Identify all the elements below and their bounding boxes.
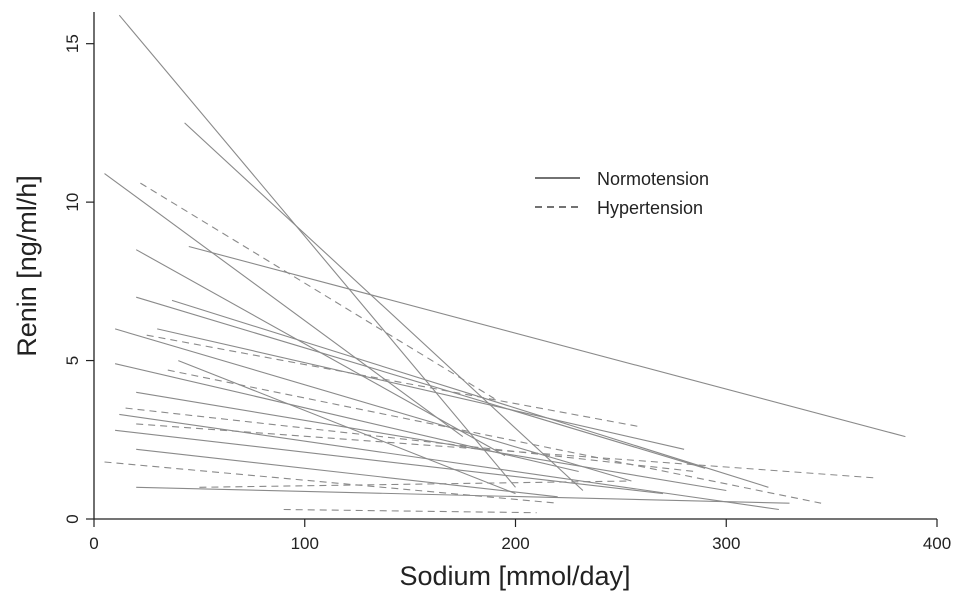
- normotension-line-13: [119, 413, 779, 511]
- legend-label-hypertension: Hypertension: [597, 198, 703, 218]
- normotension-line-15: [136, 448, 558, 498]
- series-lines: [104, 14, 906, 514]
- legend-label-normotension: Normotension: [597, 169, 709, 189]
- y-tick-label: 5: [63, 356, 82, 365]
- hypertension-line-7: [199, 480, 632, 488]
- x-ticks: 0 100 200 300 400: [89, 519, 951, 553]
- x-tick-label: 200: [501, 534, 529, 553]
- normotension-line-6: [136, 296, 706, 469]
- x-tick-label: 100: [291, 534, 319, 553]
- x-tick-label: 400: [923, 534, 951, 553]
- y-tick-label: 0: [63, 514, 82, 523]
- y-tick-label: 15: [63, 34, 82, 53]
- x-axis-title: Sodium [mmol/day]: [399, 561, 630, 591]
- hypertension-line-3: [167, 369, 822, 504]
- normotension-line-16: [136, 486, 790, 504]
- normotension-line-7: [171, 299, 769, 488]
- normotension-line-1: [118, 14, 516, 488]
- normotension-line-9: [157, 328, 685, 450]
- x-tick-label: 0: [89, 534, 98, 553]
- legend: Normotension Hypertension: [535, 169, 709, 218]
- normotension-line-12: [136, 391, 727, 492]
- normotension-line-3: [104, 173, 464, 438]
- y-tick-label: 10: [63, 193, 82, 212]
- y-axis-title: Renin [ng/ml/h]: [12, 175, 42, 357]
- normotension-line-4: [188, 245, 906, 438]
- normotension-line-14: [115, 429, 664, 495]
- y-ticks: 0 5 10 15: [63, 34, 94, 524]
- hypertension-line-1: [140, 182, 495, 400]
- normotension-line-11: [114, 363, 579, 473]
- normotension-line-2: [184, 122, 584, 491]
- hypertension-line-8: [283, 508, 537, 514]
- hypertension-line-5: [136, 423, 874, 479]
- normotension-line-8: [114, 328, 632, 482]
- hypertension-line-6: [104, 461, 558, 504]
- x-tick-label: 300: [712, 534, 740, 553]
